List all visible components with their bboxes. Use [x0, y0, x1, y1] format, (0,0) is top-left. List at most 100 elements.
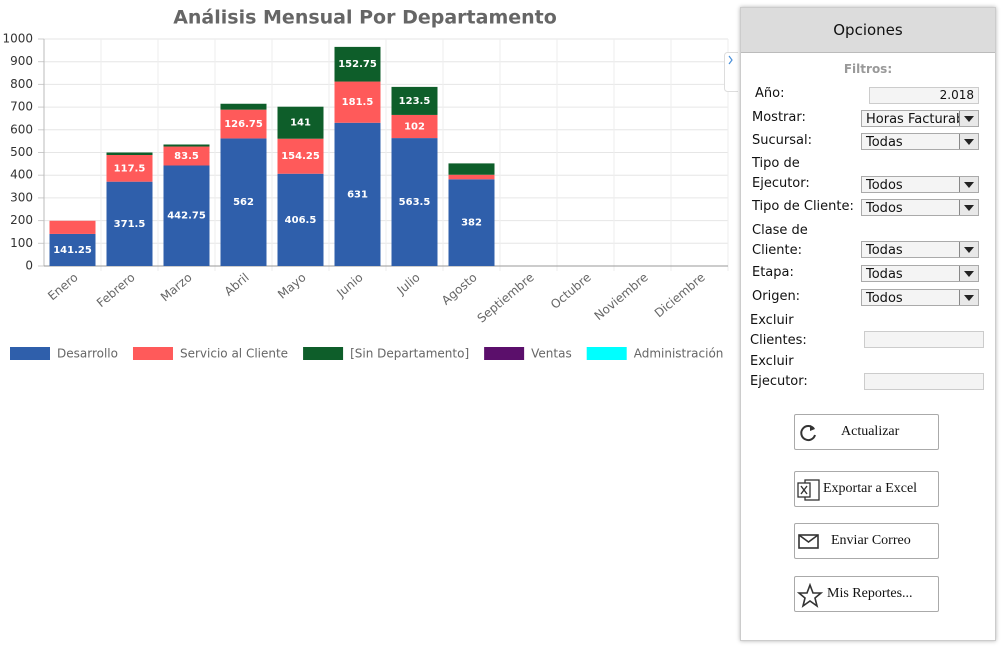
legend-swatch	[10, 347, 50, 360]
legend-label: Desarrollo	[57, 347, 118, 361]
legend-label: [Sin Departamento]	[350, 347, 469, 361]
value-label: 123.5	[399, 96, 431, 107]
field-label: Tipo de Cliente:	[752, 199, 854, 214]
x-tick-label: Junio	[333, 270, 365, 300]
select-value: Horas Facturab	[866, 112, 965, 127]
bar-segment	[334, 122, 381, 266]
bar-segment	[448, 174, 495, 180]
value-label: 382	[461, 218, 482, 229]
value-label: 562	[233, 197, 254, 208]
bar-segment	[334, 46, 381, 82]
value-label: 442.75	[167, 211, 206, 222]
refresh-icon	[800, 425, 816, 442]
bar-segment	[106, 154, 153, 182]
x-tick-label: Diciembre	[652, 270, 708, 320]
value-label: 141.25	[53, 245, 92, 256]
year-input[interactable]: 2.018	[869, 87, 979, 104]
select-value: Todos	[866, 291, 903, 306]
reports-button[interactable]: Mis Reportes...	[794, 576, 939, 612]
x-tick-label: Agosto	[439, 270, 480, 307]
select-value: Todas	[866, 243, 903, 258]
bar-segment	[391, 86, 438, 115]
refresh-button[interactable]: Actualizar	[794, 414, 939, 450]
y-tick-label: 1000	[2, 32, 33, 46]
bar-segment	[163, 165, 210, 266]
bar-segment	[334, 81, 381, 123]
email-button[interactable]: Enviar Correo	[794, 523, 939, 559]
select[interactable]: Todas	[861, 265, 979, 282]
legend-swatch	[586, 347, 627, 360]
value-label: 154.25	[281, 151, 320, 162]
legend-label: Servicio al Cliente	[180, 347, 288, 361]
y-tick-label: 600	[10, 122, 33, 136]
value-label: 563.5	[399, 197, 431, 208]
button-label: Exportar a Excel	[823, 481, 918, 496]
value-label: 126.75	[224, 119, 263, 130]
select[interactable]: Todos	[861, 199, 979, 216]
select-value: Todos	[866, 201, 903, 216]
chart: Análisis Mensual Por Departamento 0 100 20…	[2, 7, 729, 361]
bar-segment	[277, 173, 324, 266]
bar-segment	[220, 103, 267, 110]
bar-segment	[391, 114, 438, 139]
field-label: Año:	[755, 86, 785, 101]
options-panel: Opciones Filtros: Año: 2.018 Mostrar: Ho…	[740, 7, 996, 641]
side-tab[interactable]	[724, 52, 738, 92]
legend-swatch	[303, 347, 344, 360]
y-tick-label: 700	[10, 100, 33, 114]
text-input[interactable]	[864, 373, 984, 390]
text-input[interactable]	[864, 331, 984, 348]
select[interactable]: Todas	[861, 241, 979, 258]
bar-segment	[106, 152, 153, 155]
value-label: 152.75	[338, 59, 377, 70]
value-label: 371.5	[114, 219, 146, 230]
bar-segment	[106, 181, 153, 266]
bar-segment	[163, 144, 210, 147]
x-tick-label: Mayo	[275, 270, 309, 301]
chart-title: Análisis Mensual Por Departamento	[173, 7, 557, 29]
bar-segment	[220, 109, 267, 139]
bar-segment	[49, 220, 96, 234]
select[interactable]: Todos	[861, 176, 979, 193]
x-tick-label: Abril	[222, 270, 252, 298]
x-tick-label: Enero	[45, 270, 80, 303]
value-label: 141	[290, 118, 311, 129]
value-label: 631	[347, 189, 368, 200]
value-label: 117.5	[114, 163, 146, 174]
y-tick-label: 100	[10, 236, 33, 250]
x-tick-label: Marzo	[158, 270, 195, 304]
select[interactable]: Horas Facturab	[861, 110, 979, 127]
star-icon	[797, 583, 823, 608]
select-value: Todas	[866, 267, 903, 282]
bar-segment	[220, 138, 267, 266]
value-label: 406.5	[285, 215, 317, 226]
field-label: Mostrar:	[752, 110, 806, 125]
y-tick-label: 400	[10, 168, 33, 182]
field-label: Etapa:	[752, 265, 794, 280]
button-label: Actualizar	[841, 424, 900, 439]
legend-swatch	[484, 347, 525, 360]
value-label: 181.5	[342, 97, 374, 108]
excel-button[interactable]: Exportar a Excel	[794, 471, 939, 507]
excel-icon	[797, 479, 820, 501]
button-label: Enviar Correo	[831, 533, 911, 548]
bar-segment	[49, 233, 96, 266]
button-label: Mis Reportes...	[827, 586, 913, 601]
select-value: Todas	[866, 135, 903, 150]
value-label: 102	[404, 122, 425, 133]
y-tick-label: 300	[10, 190, 33, 204]
bar-segment	[448, 163, 495, 175]
x-tick-label: Noviembre	[592, 270, 651, 323]
select-value: Todos	[866, 178, 903, 193]
bar-segment	[163, 146, 210, 166]
field-label: Excluir Clientes:	[750, 313, 807, 348]
x-tick-label: Febrero	[94, 270, 138, 310]
bar-segment	[448, 179, 495, 266]
legend-swatch	[132, 347, 173, 360]
select[interactable]: Todos	[861, 289, 979, 306]
field-label: Tipo de Ejecutor:	[752, 156, 810, 191]
x-tick-label: Octubre	[548, 270, 594, 312]
select[interactable]: Todas	[861, 133, 979, 150]
y-tick-label: 500	[10, 145, 33, 159]
